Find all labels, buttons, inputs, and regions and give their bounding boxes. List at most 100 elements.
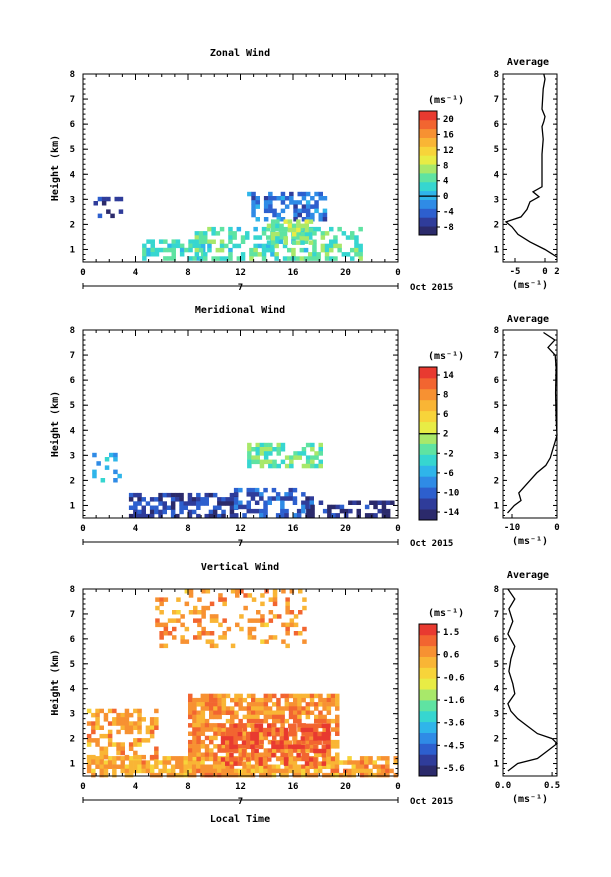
colorbar-swatch xyxy=(419,226,437,236)
heat-cell xyxy=(124,708,130,714)
heat-cell xyxy=(217,693,222,699)
heat-cell xyxy=(309,496,314,501)
heat-cell xyxy=(145,513,151,519)
heat-cell xyxy=(158,492,163,498)
heat-cell xyxy=(188,752,193,757)
heat-cell xyxy=(350,256,355,261)
heat-cell xyxy=(313,768,319,774)
heat-cell xyxy=(268,610,274,615)
heat-cell xyxy=(287,247,292,253)
heat-cell xyxy=(251,626,257,632)
colorbar-unit: (ms⁻¹) xyxy=(428,351,464,362)
heat-cell xyxy=(322,212,328,218)
heat-cell xyxy=(217,756,222,762)
heat-cell xyxy=(385,760,390,765)
heat-cell xyxy=(192,243,197,249)
heat-cell xyxy=(95,708,100,714)
heat-cell xyxy=(150,252,155,257)
heat-cell xyxy=(284,508,289,514)
heat-cell xyxy=(237,732,243,737)
heat-cell xyxy=(304,736,310,741)
heat-cell xyxy=(141,497,146,502)
heat-cell xyxy=(233,761,238,766)
heat-cell xyxy=(251,191,256,197)
heat-cell xyxy=(351,760,356,765)
heat-cell xyxy=(107,742,113,747)
heat-cell xyxy=(251,455,256,460)
heat-cell xyxy=(212,509,218,515)
heat-cell xyxy=(272,601,278,607)
heat-cell xyxy=(354,239,359,244)
heat-cell xyxy=(196,760,201,765)
heat-cell xyxy=(318,191,323,197)
heat-cell xyxy=(263,455,269,460)
heat-cell xyxy=(335,731,340,736)
x-tick-label: 4 xyxy=(133,268,139,278)
heat-cell xyxy=(187,764,193,769)
heat-cell xyxy=(107,764,113,769)
heat-cell xyxy=(208,764,214,769)
heat-cell xyxy=(219,256,225,261)
average-profile-line xyxy=(507,331,558,514)
heat-cell xyxy=(254,723,259,729)
heat-cell xyxy=(246,508,251,514)
heat-cell xyxy=(233,772,239,778)
heat-cell xyxy=(255,697,260,703)
heat-cell xyxy=(170,501,176,506)
heat-cell xyxy=(263,764,268,769)
heat-cell xyxy=(335,756,340,762)
heat-cell xyxy=(137,501,142,506)
heat-cell xyxy=(330,756,336,762)
heat-cell xyxy=(200,718,206,724)
heat-cell xyxy=(326,697,332,703)
heat-cell xyxy=(351,768,356,774)
heat-cell xyxy=(267,757,272,762)
heat-cell xyxy=(230,697,235,703)
heat-cell xyxy=(337,247,342,253)
heat-cell xyxy=(113,469,118,475)
heat-cell xyxy=(240,256,246,261)
heat-cell xyxy=(272,714,277,720)
heat-cell xyxy=(359,756,365,761)
heat-cell xyxy=(217,768,222,774)
heat-cell xyxy=(229,757,234,762)
heat-cell xyxy=(229,492,235,498)
heat-cell xyxy=(272,723,277,728)
avg-unit: (ms⁻¹) xyxy=(512,794,548,805)
heat-cell xyxy=(155,618,160,623)
heat-cell xyxy=(268,597,274,602)
avg-unit: (ms⁻¹) xyxy=(512,536,548,547)
heat-cell xyxy=(217,727,222,732)
heat-cell xyxy=(272,208,277,214)
heat-cell xyxy=(233,732,238,737)
heat-cell xyxy=(187,492,193,498)
heat-cell xyxy=(272,693,277,699)
heat-cell xyxy=(318,442,323,448)
heat-cell xyxy=(305,768,310,774)
heat-cell xyxy=(266,243,271,249)
heat-cell xyxy=(192,731,197,736)
heat-cell xyxy=(330,693,336,699)
heat-cell xyxy=(137,764,142,769)
colorbar-swatch xyxy=(419,509,437,521)
colorbar-swatch xyxy=(419,119,437,130)
heat-cell xyxy=(242,727,248,732)
heat-cell xyxy=(333,256,338,261)
heat-cell xyxy=(267,768,272,774)
heat-cell xyxy=(242,513,247,518)
heat-cell xyxy=(305,764,310,769)
heat-cell xyxy=(238,706,243,711)
heat-cell xyxy=(204,501,209,506)
heat-cell xyxy=(238,748,243,753)
colorbar-tick-label: -8 xyxy=(443,223,454,233)
heat-cell xyxy=(301,451,307,456)
heat-cell xyxy=(233,513,239,518)
heat-cell xyxy=(141,768,146,774)
heat-cell xyxy=(149,509,155,515)
heat-cell xyxy=(242,504,247,510)
heat-cell xyxy=(376,772,382,778)
heat-cell xyxy=(188,748,193,753)
heat-cell xyxy=(101,201,107,206)
heat-cell xyxy=(191,772,197,778)
heat-cell xyxy=(95,738,100,743)
